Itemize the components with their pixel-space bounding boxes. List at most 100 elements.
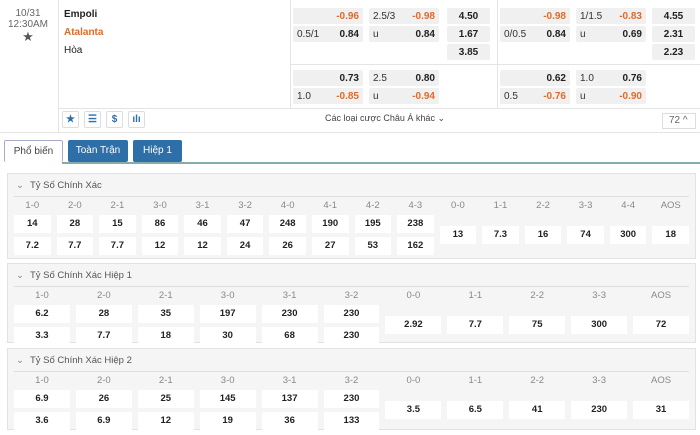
score-odds[interactable]: 75 [509,316,566,334]
1x2-odds[interactable]: 2.23 [652,44,695,60]
score-odds[interactable]: 3.3 [14,327,70,345]
score-odds[interactable]: 68 [261,327,318,345]
section-title[interactable]: ⌄ Tỷ Số Chính Xác [16,180,102,191]
score-odds[interactable]: 162 [397,237,434,255]
score-odds[interactable]: 3.5 [385,401,442,419]
handicap-odds[interactable]: -0.96 [293,8,363,24]
score-odds[interactable]: 14 [14,215,51,233]
over-under-odds[interactable]: 2.5 0.80 [369,70,439,86]
handicap-odds[interactable]: 0.73 [293,70,363,86]
over-under-odds[interactable]: u -0.90 [576,88,646,104]
handicap-odds[interactable]: 1.0 -0.85 [293,88,363,104]
tab-full-match[interactable]: Toàn Trận [68,140,128,162]
over-under-odds[interactable]: u -0.94 [369,88,439,104]
score-odds[interactable]: 46 [184,215,221,233]
score-odds[interactable]: 27 [311,237,349,255]
score-odds[interactable]: 7.7 [56,237,94,255]
over-under-odds[interactable]: u 0.69 [576,26,646,42]
score-odds[interactable]: 15 [99,215,136,233]
score-odds[interactable]: 7.7 [447,316,504,334]
score-odds[interactable]: 238 [397,215,434,233]
score-odds[interactable]: 195 [354,215,392,233]
1x2-odds[interactable]: 2.31 [652,26,695,42]
chevron-down-icon[interactable]: ⌄ [16,180,24,191]
score-odds[interactable]: 7.7 [99,237,136,255]
bet-count-toggle[interactable]: 72 ^ [662,113,696,129]
score-odds[interactable]: 19 [199,412,256,430]
favorite-star-icon[interactable]: ★ [22,29,34,44]
score-odds[interactable]: 74 [567,226,604,244]
score-odds[interactable]: 35 [137,305,194,323]
score-odds[interactable]: 16 [524,226,562,244]
over-under-odds[interactable]: 1.0 0.76 [576,70,646,86]
score-odds[interactable]: 12 [184,237,221,255]
score-odds[interactable]: 6.9 [14,390,70,408]
score-odds[interactable]: 12 [137,412,194,430]
score-odds[interactable]: 137 [261,390,318,408]
score-odds[interactable]: 3.6 [14,412,70,430]
over-under-odds[interactable]: 2.5/3 -0.98 [369,8,439,24]
score-odds[interactable]: 36 [261,412,318,430]
score-odds[interactable]: 300 [609,226,647,244]
chevron-down-icon[interactable]: ⌄ [16,270,24,281]
1x2-odds[interactable]: 4.55 [652,8,695,24]
handicap-odds[interactable]: 0.5/1 0.84 [293,26,363,42]
score-odds[interactable]: 18 [137,327,194,345]
dollar-icon[interactable]: $ [106,111,123,128]
score-odds[interactable]: 230 [261,305,318,323]
score-odds[interactable]: 7.7 [75,327,132,345]
1x2-odds[interactable]: 4.50 [447,8,490,24]
1x2-odds[interactable]: 1.67 [447,26,490,42]
score-odds[interactable]: 28 [75,305,132,323]
score-odds[interactable]: 7.2 [14,237,51,255]
handicap-odds[interactable]: 0/0.5 0.84 [500,26,570,42]
tab-first-half[interactable]: Hiệp 1 [133,140,182,162]
score-odds[interactable]: 26 [75,390,132,408]
score-odds[interactable]: 13 [439,226,477,244]
score-odds[interactable]: 41 [509,401,566,419]
score-odds[interactable]: 133 [323,412,380,430]
chevron-down-icon[interactable]: ⌄ [16,355,24,366]
score-odds[interactable]: 197 [199,305,256,323]
score-odds[interactable]: 2.92 [385,316,442,334]
score-odds[interactable]: 47 [226,215,264,233]
score-odds[interactable]: 31 [633,401,689,419]
star-icon[interactable]: ★ [62,111,79,128]
score-odds[interactable]: 25 [137,390,194,408]
more-asian-bets-dropdown[interactable]: Các loại cược Châu Á khác ⌄ [310,110,460,127]
handicap-odds[interactable]: -0.98 [500,8,570,24]
score-odds[interactable]: 12 [141,237,179,255]
score-odds[interactable]: 30 [199,327,256,345]
score-odds[interactable]: 6.5 [447,401,504,419]
score-odds[interactable]: 230 [323,390,380,408]
over-under-odds[interactable]: u 0.84 [369,26,439,42]
score-odds[interactable]: 18 [652,226,689,244]
score-odds[interactable]: 230 [323,327,380,345]
score-odds[interactable]: 26 [269,237,306,255]
over-under-odds[interactable]: 1/1.5 -0.83 [576,8,646,24]
score-odds[interactable]: 6.9 [75,412,132,430]
list-icon[interactable]: ☰ [84,111,101,128]
score-odds[interactable]: 248 [269,215,306,233]
section-title[interactable]: ⌄ Tỷ Số Chính Xác Hiệp 1 [16,270,132,281]
score-odds[interactable]: 86 [141,215,179,233]
score-odds[interactable]: 145 [199,390,256,408]
handicap-odds[interactable]: 0.5 -0.76 [500,88,570,104]
score-odds[interactable]: 300 [571,316,628,334]
score-odds[interactable]: 230 [571,401,628,419]
score-odds[interactable]: 53 [354,237,392,255]
score-odds[interactable]: 24 [226,237,264,255]
score-odds[interactable]: 72 [633,316,689,334]
score-column: 2-2 41 [506,374,568,423]
1x2-odds[interactable]: 3.85 [447,44,490,60]
score-odds[interactable]: 6.2 [14,305,70,323]
score-label: 4-4 [621,200,636,211]
handicap-odds[interactable]: 0.62 [500,70,570,86]
chart-icon[interactable]: ılı [128,111,145,128]
score-odds[interactable]: 230 [323,305,380,323]
score-odds[interactable]: 7.3 [482,226,519,244]
score-odds[interactable]: 28 [56,215,94,233]
score-odds[interactable]: 190 [311,215,349,233]
section-title[interactable]: ⌄ Tỷ Số Chính Xác Hiệp 2 [16,355,132,366]
tab-popular[interactable]: Phổ biến [4,140,63,162]
